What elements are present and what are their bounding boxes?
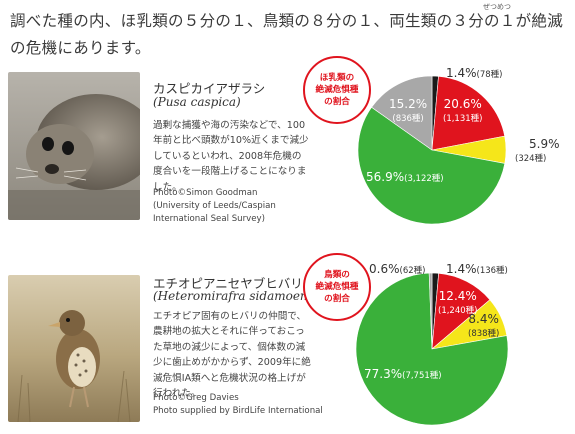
mammal-label-green-count: (3,122種)	[404, 174, 444, 184]
bird-label-green-pct: 77.3%	[364, 367, 403, 381]
bird-label-black-count: (136種)	[476, 266, 508, 276]
seal-photo-credit: Photo©Simon Goodman (University of Leeds…	[153, 187, 313, 226]
mammal-pie-slice-green	[357, 106, 506, 225]
mammal-badge-line-2: 絶滅危惧種	[315, 85, 359, 95]
mammal-label-gray-pct: 15.2%	[389, 97, 428, 111]
mammal-label-gray: 15.2% (836種)	[389, 98, 427, 126]
bird-chart-badge: 鳥類の 絶滅危惧種 の割合	[303, 253, 371, 321]
mammal-label-black: 1.4%(78種)	[446, 66, 502, 80]
seal-credit-line-2: (University of Leeds/Caspian	[153, 201, 276, 211]
mammal-label-black-count: (78種)	[476, 70, 503, 80]
seal-photo	[8, 72, 140, 220]
mammal-label-red: 20.6% (1,131種)	[443, 98, 482, 126]
bird-label-yellow-count: (838種)	[468, 329, 500, 339]
mammal-label-green-pct: 56.9%	[366, 170, 405, 184]
lark-photo-credit: Photo©Greg Davies Photo supplied by Bird…	[153, 392, 328, 418]
bird-label-gray: 0.6%(62種)	[369, 262, 425, 276]
bird-badge-line-2: 絶滅危惧種	[315, 282, 359, 292]
seal-name-jp: カスピカイアザラシ	[153, 81, 266, 96]
bird-label-black-pct: 1.4%	[446, 262, 477, 276]
lark-description: エチオピア固有のヒバリの仲間で、農耕地の拡大とそれに伴っておこった草地の減少によ…	[153, 311, 311, 400]
bird-pie-slice-red	[431, 272, 491, 350]
seal-credit-line-3: International Seal Survey)	[153, 214, 265, 224]
bird-label-gray-pct: 0.6%	[369, 262, 400, 276]
mammal-badge-line-1: ほ乳類の	[319, 73, 355, 83]
bird-label-green-count: (7,751種)	[402, 371, 442, 381]
mammal-label-gray-count: (836種)	[392, 114, 424, 124]
lark-credit-line-2: Photo supplied by BirdLife International	[153, 406, 323, 416]
mammal-pie-slice-gray	[371, 75, 433, 151]
seal-credit-line-1: Photo©Simon Goodman	[153, 188, 258, 198]
mammal-label-yellow: 5.9% (324種)	[515, 137, 560, 166]
lark-name-jp: エチオピアニセヤブヒバリ	[153, 276, 303, 291]
mammal-label-yellow-pct: 5.9%	[529, 137, 560, 151]
mammal-label-green: 56.9%(3,122種)	[366, 171, 444, 186]
lark-photo	[8, 275, 140, 422]
bird-label-gray-count: (62種)	[399, 266, 426, 276]
intro-text: 調べた種の内、ほ乳類の５分の１、鳥類の８分の１、両生類の３分の１が絶滅の危機にあ…	[10, 12, 564, 57]
furigana-zetsumetsu: ぜつめつ	[483, 3, 511, 11]
bird-pie-chart	[355, 272, 509, 426]
bird-label-yellow: 8.4% (838種)	[468, 313, 499, 341]
bird-pie-slice-gray	[428, 272, 433, 350]
bird-label-green: 77.3%(7,751種)	[364, 368, 442, 383]
mammal-label-red-pct: 20.6%	[443, 97, 482, 111]
mammal-chart-badge: ほ乳類の 絶滅危惧種 の割合	[303, 56, 371, 124]
lark-scientific-name: (Heteromirafra sidamoensis)	[153, 289, 329, 303]
lark-credit-line-1: Photo©Greg Davies	[153, 393, 239, 403]
mammal-label-black-pct: 1.4%	[446, 66, 477, 80]
mammal-label-yellow-count: (324種)	[515, 154, 547, 164]
bird-badge-line-1: 鳥類の	[324, 270, 350, 280]
bird-label-red: 12.4% (1,240種)	[438, 290, 477, 318]
mammal-pie-slice-red	[431, 75, 506, 151]
mammal-label-red-count: (1,131種)	[443, 114, 483, 124]
bird-label-red-count: (1,240種)	[438, 306, 478, 316]
bird-label-black: 1.4%(136種)	[446, 262, 508, 276]
seal-description: 過剰な捕獲や海の汚染などで、100年前と比べ頭数が10%近くまで減少しているとい…	[153, 120, 309, 193]
bird-label-red-pct: 12.4%	[438, 289, 477, 303]
mammal-badge-line-3: の割合	[324, 97, 350, 107]
bird-badge-line-3: の割合	[324, 294, 350, 304]
bird-label-yellow-pct: 8.4%	[468, 312, 499, 326]
mammal-pie-chart	[357, 75, 507, 225]
seal-scientific-name: (Pusa caspica)	[153, 95, 241, 109]
